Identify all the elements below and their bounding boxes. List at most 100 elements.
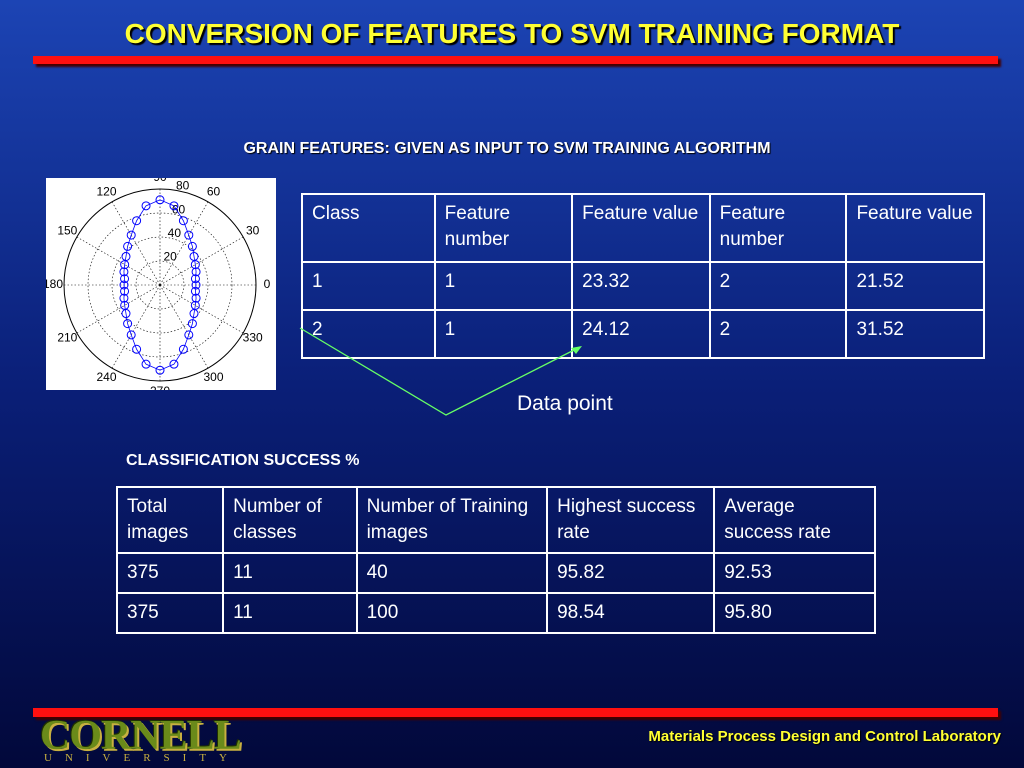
polar-point — [187, 241, 197, 251]
table-cell: 2 — [708, 309, 848, 359]
table-row: Class Feature number Feature value Feature … — [301, 193, 985, 263]
polar-point — [126, 330, 136, 340]
polar-point — [187, 319, 197, 329]
table-cell: 24.12 — [571, 309, 711, 359]
table-cell: Number of Training images — [355, 486, 549, 554]
table-cell: 11 — [222, 592, 358, 634]
table-cell: Feature value — [845, 193, 985, 263]
table-cell: Total images — [115, 486, 225, 554]
table-cell: 375 — [115, 552, 225, 594]
polar-point — [132, 216, 142, 226]
polar-point — [120, 274, 130, 284]
table-cell: 100 — [355, 592, 549, 634]
polar-point — [155, 195, 165, 205]
polar-point — [141, 359, 151, 369]
footer-rule — [33, 708, 998, 717]
angle-label: 90 — [153, 178, 167, 184]
table-cell: 2 — [708, 261, 848, 311]
polar-point — [169, 201, 179, 211]
logo: CORNELL — [40, 713, 242, 759]
title-rule — [33, 56, 998, 64]
table-cell: 98.54 — [546, 592, 716, 634]
polar-point — [191, 293, 201, 303]
angle-label: 60 — [207, 185, 221, 199]
table-cell: Feature number — [708, 193, 848, 263]
table-cell: 1 — [433, 261, 574, 311]
feature-table: Class Feature number Feature value Feature … — [301, 193, 985, 359]
table-row: 375 11 40 95.82 92.53 — [115, 552, 876, 594]
table-cell: 1 — [301, 261, 436, 311]
spoke — [111, 284, 161, 369]
table-cell: 95.82 — [546, 552, 716, 594]
table-row: 375 11 100 98.54 95.80 — [115, 592, 876, 634]
polar-point — [119, 267, 129, 277]
radial-grid — [111, 236, 209, 334]
table-cell: 40 — [355, 552, 549, 594]
table-row: 1 1 23.32 2 21.52 — [301, 261, 985, 311]
polar-point — [119, 293, 129, 303]
spoke — [76, 284, 161, 334]
polar-point — [119, 280, 129, 290]
table-cell: Feature number — [433, 193, 574, 263]
polar-point — [178, 344, 188, 354]
polar-point — [123, 241, 133, 251]
polar-point — [190, 300, 200, 310]
polar-point — [178, 216, 188, 226]
table-row: 2 1 24.12 2 31.52 — [301, 309, 985, 359]
angle-label: 180 — [46, 277, 63, 291]
table-cell: Feature value — [571, 193, 711, 263]
table-cell: 11 — [222, 552, 358, 594]
angle-label: 30 — [246, 224, 260, 238]
table-cell: 92.53 — [713, 552, 876, 594]
polar-point — [184, 230, 194, 240]
polar-line — [123, 199, 197, 371]
angle-label: 0 — [264, 277, 271, 291]
angle-label: 270 — [150, 384, 170, 390]
radial-label: 80 — [176, 179, 190, 193]
logo-sub: UNIVERSITY — [44, 752, 240, 764]
angle-label: 120 — [96, 185, 116, 199]
table-cell: 1 — [433, 309, 574, 359]
radial-grid — [135, 260, 185, 310]
table-cell: Average success rate — [713, 486, 876, 554]
angle-label: 330 — [243, 331, 263, 345]
polar-point — [132, 344, 142, 354]
polar-point — [190, 286, 200, 296]
table-cell: Number of classes — [222, 486, 358, 554]
polar-point — [190, 274, 200, 284]
radial-label: 40 — [168, 226, 182, 240]
table-cell: 375 — [115, 592, 225, 634]
section-title: CLASSIFICATION SUCCESS % — [126, 452, 360, 469]
polar-point — [121, 309, 131, 319]
polar-point — [120, 260, 130, 270]
polar-point — [189, 251, 199, 261]
angle-label: 210 — [57, 331, 77, 345]
polar-point — [123, 319, 133, 329]
polar-point — [155, 365, 165, 375]
radial-grid — [63, 188, 257, 382]
success-table: Total images Number of classes Number of T… — [115, 486, 876, 634]
polar-plot: 0 30 60 90 120 150 180 210 240 270 300 330 20 40 60 80 — [46, 178, 276, 390]
radial-grid — [87, 212, 233, 358]
polar-point — [120, 286, 130, 296]
angle-label: 150 — [57, 224, 77, 238]
table-row: Total images Number of classes Number of T… — [115, 486, 876, 554]
table-cell: 31.52 — [845, 309, 985, 359]
table-cell: 21.52 — [845, 261, 985, 311]
table-cell: 23.32 — [571, 261, 711, 311]
polar-point — [126, 230, 136, 240]
annotation: Data point — [517, 392, 613, 415]
polar-point — [169, 359, 179, 369]
polar-point — [191, 267, 201, 277]
angle-label: 240 — [96, 370, 116, 384]
polar-point — [191, 280, 201, 290]
radial-label: 60 — [172, 202, 186, 216]
lab-name: Materials Process Design and Control Lab… — [648, 728, 1001, 745]
subtitle: GRAIN FEATURES: GIVEN AS INPUT TO SVM TR… — [243, 140, 771, 157]
angle-label: 300 — [203, 370, 223, 384]
polar-point — [141, 201, 151, 211]
table-cell: 2 — [301, 309, 436, 359]
table-cell: Class — [301, 193, 436, 263]
table-cell: 95.80 — [713, 592, 876, 634]
